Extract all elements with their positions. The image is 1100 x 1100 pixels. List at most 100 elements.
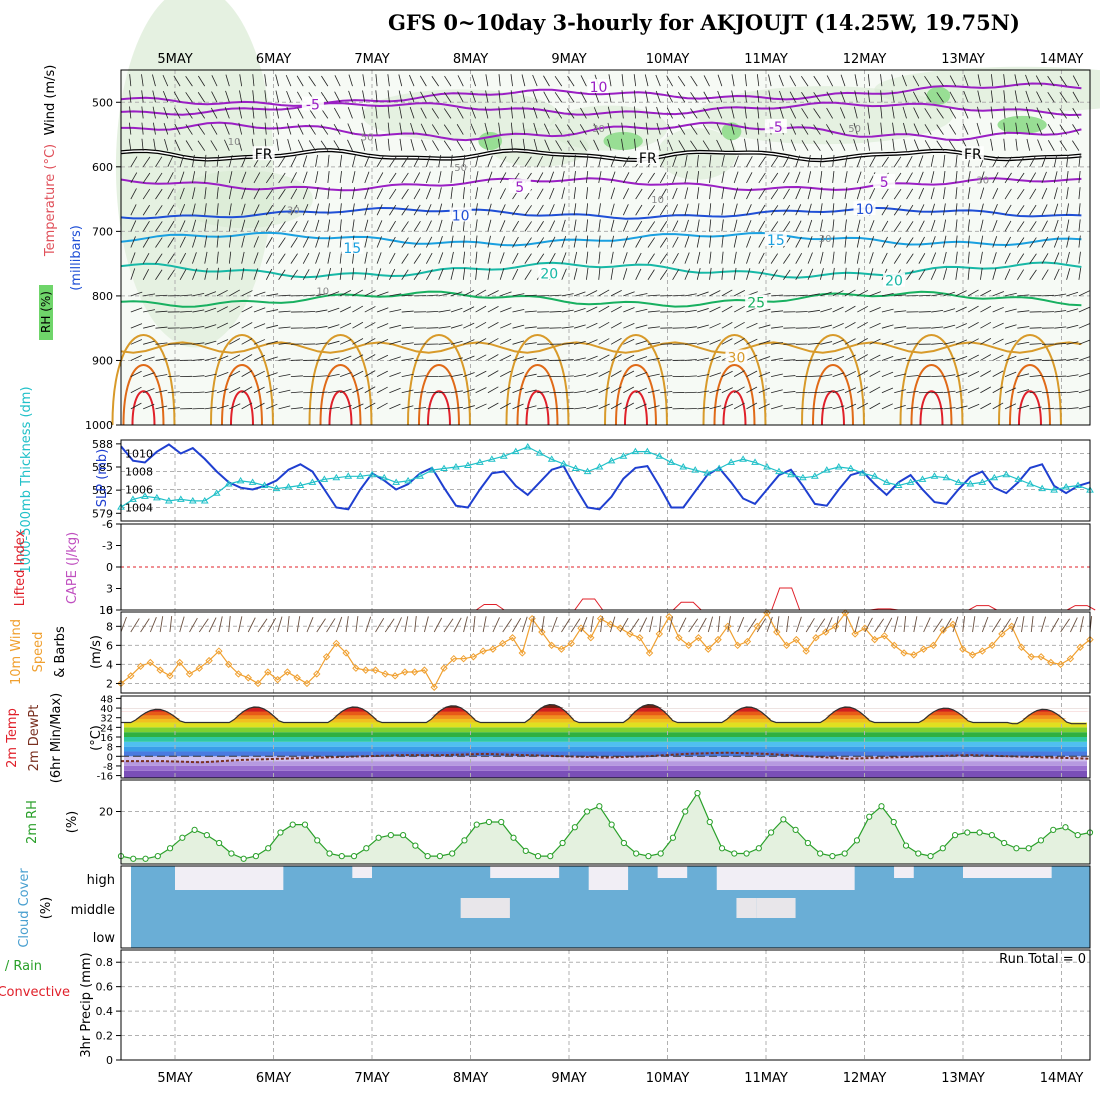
wind-speed-marker bbox=[430, 683, 438, 691]
wind-barb bbox=[659, 188, 667, 200]
wind-barb bbox=[152, 74, 156, 87]
wind-barb bbox=[943, 374, 956, 377]
wind-barb bbox=[758, 156, 766, 168]
wind-barb bbox=[894, 341, 907, 345]
wind-barb bbox=[832, 306, 844, 313]
rh-marker bbox=[939, 845, 946, 852]
wind-barb bbox=[573, 187, 577, 200]
wind-barb bbox=[580, 91, 587, 103]
temp-color-band bbox=[124, 732, 1087, 737]
wind-barb bbox=[241, 235, 245, 248]
rh-marker bbox=[718, 845, 726, 852]
wind-barb bbox=[130, 236, 136, 248]
rh-marker bbox=[767, 829, 775, 836]
date-label-top: 10MAY bbox=[646, 52, 690, 67]
wind-barb bbox=[444, 75, 452, 87]
wind-barb bbox=[857, 289, 869, 297]
surface-wind-barb bbox=[257, 618, 268, 633]
wind-barb bbox=[216, 322, 229, 329]
wind-barb bbox=[709, 267, 712, 280]
surface-wind-barb bbox=[981, 616, 989, 633]
wind-barb bbox=[457, 107, 464, 119]
wind-barb bbox=[697, 390, 710, 394]
wind-barb bbox=[361, 139, 366, 151]
wind-barb bbox=[241, 386, 253, 394]
wind-barb bbox=[167, 237, 175, 248]
wind-barb bbox=[192, 342, 205, 345]
wind-barb bbox=[470, 107, 476, 119]
wind-barb bbox=[443, 124, 452, 135]
wind-barb bbox=[906, 269, 914, 280]
wind-barb bbox=[744, 138, 747, 151]
wind-barb bbox=[716, 107, 723, 119]
wind-barb bbox=[290, 391, 303, 394]
wind-barb bbox=[1059, 92, 1067, 103]
wind-barb bbox=[647, 221, 656, 232]
wind-barb bbox=[906, 188, 914, 200]
surface-wind-barb bbox=[345, 616, 349, 633]
wind-barb bbox=[475, 203, 478, 216]
wind-barb bbox=[376, 204, 383, 216]
surface-wind-barb bbox=[277, 616, 283, 633]
wind-barb bbox=[364, 370, 376, 377]
wind-barb bbox=[265, 252, 273, 264]
wind-barb bbox=[500, 291, 512, 297]
surface-wind-barb bbox=[1001, 618, 1011, 633]
wind-barb bbox=[716, 139, 723, 151]
wind-barb bbox=[1014, 74, 1018, 87]
wind-barb bbox=[398, 90, 403, 103]
wind-barb bbox=[362, 90, 366, 103]
wind-barb bbox=[660, 343, 673, 345]
wind-barb bbox=[936, 108, 944, 119]
wind-barb bbox=[228, 251, 232, 264]
cape-peak bbox=[672, 601, 702, 611]
date-label-top: 7MAY bbox=[354, 52, 389, 67]
wind-barb bbox=[1041, 187, 1048, 200]
wind-barb bbox=[717, 90, 723, 103]
wind-barb bbox=[327, 170, 330, 183]
wind-barb bbox=[500, 323, 512, 329]
wind-barb bbox=[487, 203, 492, 216]
wind-barb bbox=[869, 370, 881, 377]
cloud-gap-high bbox=[490, 866, 560, 878]
wind-barb bbox=[252, 106, 255, 119]
thickness-marker bbox=[1074, 481, 1082, 489]
surface-wind-barb bbox=[423, 616, 429, 633]
date-label-top: 13MAY bbox=[941, 52, 985, 67]
wind-barb bbox=[721, 219, 724, 232]
wind-barb bbox=[891, 90, 895, 103]
wind-barb bbox=[229, 354, 241, 361]
wind-barb bbox=[376, 220, 383, 232]
isotherm bbox=[120, 101, 1082, 117]
wind-barb bbox=[498, 90, 501, 103]
wind-barb bbox=[808, 375, 821, 377]
wind-barb bbox=[173, 91, 181, 103]
wind-barb bbox=[438, 219, 443, 232]
wind-barb bbox=[302, 220, 309, 232]
rh-marker bbox=[988, 832, 995, 839]
rh-marker bbox=[706, 818, 713, 826]
thickness-marker bbox=[703, 469, 712, 476]
wind-barb bbox=[655, 90, 661, 103]
wind-barb bbox=[906, 406, 919, 410]
wind-barb bbox=[228, 267, 232, 280]
wind-speed-marker bbox=[224, 660, 233, 669]
wind-barb bbox=[857, 321, 868, 329]
wind-speed-marker bbox=[802, 647, 810, 655]
wind-barb bbox=[936, 75, 944, 87]
wind-barb bbox=[690, 140, 698, 151]
wind-barb bbox=[783, 406, 796, 410]
wind-barb bbox=[352, 203, 355, 216]
wind-barb bbox=[1004, 387, 1017, 394]
wind-barb bbox=[290, 407, 303, 410]
surface-wind-barb bbox=[179, 616, 185, 633]
rh-shading bbox=[490, 128, 589, 167]
contour-label-bg bbox=[764, 232, 787, 247]
wind-barb bbox=[746, 220, 752, 232]
wind-barb bbox=[867, 90, 870, 103]
wind-barb bbox=[253, 339, 266, 345]
wind-barb bbox=[992, 172, 999, 184]
wind-barb bbox=[536, 204, 544, 216]
wind-barb bbox=[420, 123, 427, 135]
wind-barb bbox=[524, 405, 537, 410]
